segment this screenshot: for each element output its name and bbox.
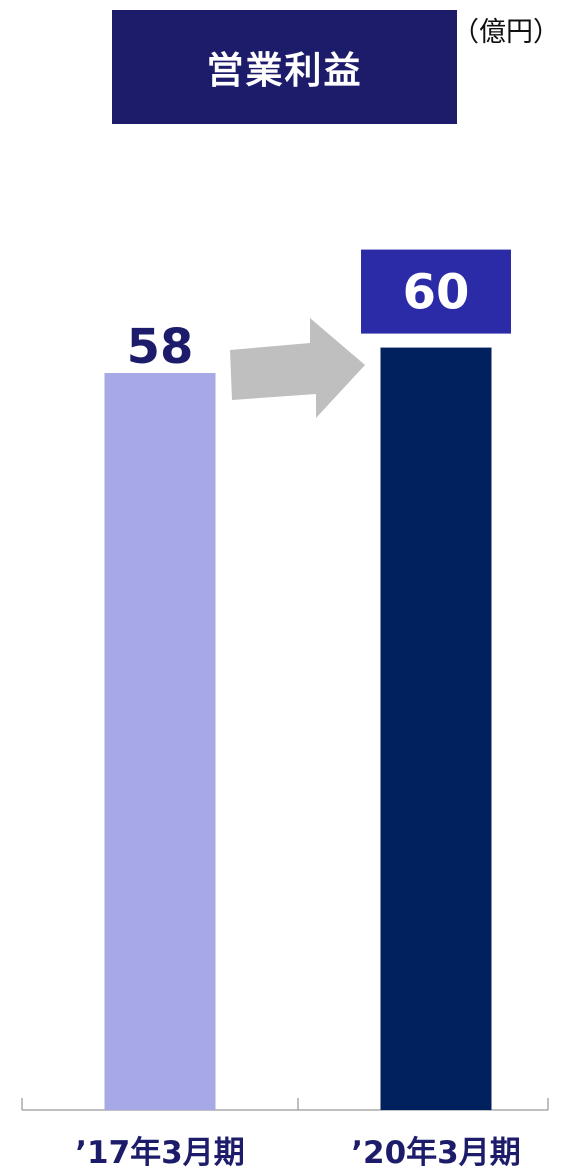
data-label-box-1 [361,249,511,334]
x-tick-label-0: ’17年3月期 [75,1135,245,1171]
x-tick-label-1: ’20年3月期 [351,1135,521,1171]
chart-title: 営業利益 [206,49,363,92]
unit-label: （億円） [452,17,560,48]
bar-0 [104,373,216,1110]
bar-1 [380,347,492,1111]
chart-title-box: 営業利益 [112,10,457,124]
growth-arrow [230,318,365,418]
data-label-1: 60 [403,265,470,321]
data-label-0: 58 [127,319,194,375]
